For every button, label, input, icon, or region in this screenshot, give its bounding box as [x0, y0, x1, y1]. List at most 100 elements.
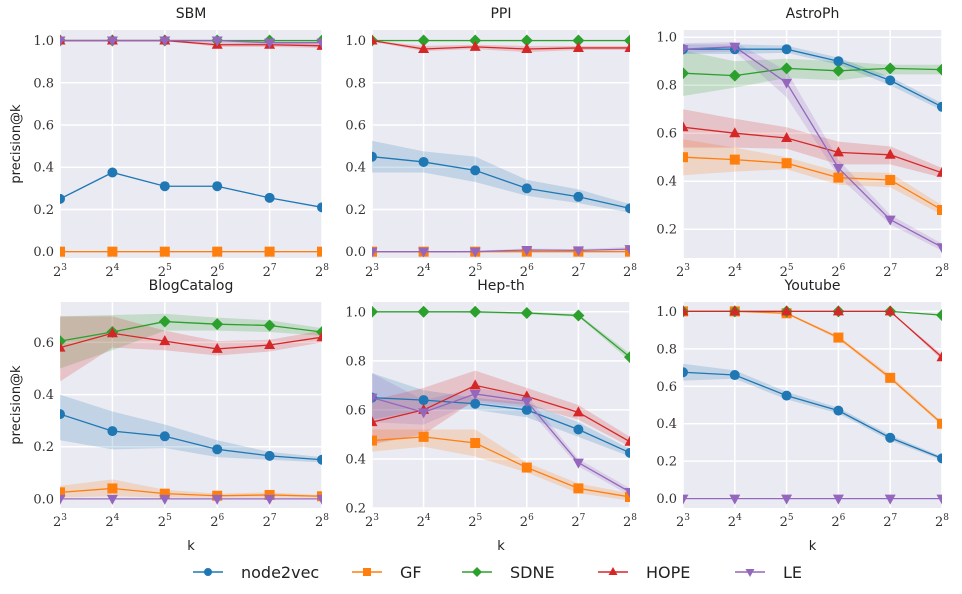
point-gf — [212, 246, 223, 257]
x-tick-label: 28 — [935, 513, 949, 530]
point-node2vec — [60, 409, 65, 420]
point-gf — [625, 246, 630, 257]
point-gf — [521, 462, 532, 473]
point-gf — [60, 487, 65, 498]
point-node2vec — [418, 395, 429, 406]
line-sdne — [372, 311, 630, 358]
legend-label: GF — [400, 563, 422, 582]
point-le — [572, 458, 584, 469]
line-hope — [372, 39, 630, 50]
point-gf — [418, 431, 429, 442]
legend-label: node2vec — [241, 563, 319, 582]
point-node2vec — [212, 444, 223, 455]
point-le — [624, 245, 630, 256]
y-tick-label: 0.2 — [656, 223, 677, 238]
y-tick-label: 0.8 — [345, 76, 366, 91]
x-axis-label: k — [497, 539, 505, 554]
subplot-ppi: PPI 0.0 0.2 0.4 0.6 0.8 1.0 23 24 25 26 27 28 — [345, 6, 637, 280]
x-tick-label: 26 — [520, 263, 534, 280]
y-tick-label: 0.0 — [33, 492, 54, 507]
point-le — [624, 488, 630, 499]
point-sdne — [469, 34, 482, 47]
line-node2vec — [683, 371, 942, 459]
plot-background — [372, 30, 630, 258]
point-le — [469, 247, 481, 258]
point-node2vec — [212, 181, 223, 192]
point-le — [264, 494, 276, 505]
point-gf — [833, 332, 844, 343]
point-le — [418, 408, 430, 419]
legend-item-node2vec: node2vec — [193, 563, 319, 582]
point-gf — [625, 491, 630, 502]
point-le — [372, 393, 378, 404]
y-tick-label: 1.0 — [345, 34, 366, 49]
x-tick-label: 25 — [468, 513, 482, 530]
y-tick-label: 0.4 — [33, 388, 54, 403]
point-sdne — [728, 69, 741, 82]
point-node2vec — [781, 390, 792, 401]
point-sdne — [572, 309, 585, 322]
point-le — [936, 494, 942, 505]
point-sdne — [372, 305, 378, 318]
x-tick-label: 24 — [728, 513, 742, 530]
point-le — [316, 38, 322, 49]
point-hope — [159, 335, 171, 346]
point-le — [159, 494, 171, 505]
point-hope — [60, 341, 66, 352]
subplot-blogcatalog: BlogCatalog 0.0 0.2 0.4 0.6 23 24 25 26 27 28 preci… — [9, 278, 329, 554]
line-gf — [683, 156, 942, 211]
legend: node2vec GF SDNE HOPE LE — [193, 563, 802, 582]
plot-background — [60, 30, 322, 258]
band-sdne — [60, 313, 322, 369]
line-hope — [60, 332, 322, 350]
x-tick-label: 25 — [468, 263, 482, 280]
point-le — [60, 36, 66, 47]
legend-label: HOPE — [646, 563, 690, 582]
point-node2vec — [625, 203, 630, 214]
line-node2vec — [683, 48, 942, 108]
line-node2vec — [60, 171, 322, 208]
point-hope — [316, 331, 322, 342]
y-tick-label: 0.6 — [345, 403, 366, 418]
point-sdne — [624, 351, 630, 364]
point-le — [469, 389, 481, 400]
point-le — [264, 38, 276, 49]
point-sdne — [780, 62, 793, 75]
band-hope — [683, 109, 942, 178]
line-sdne — [683, 67, 942, 77]
point-sdne — [572, 34, 585, 47]
subplot-title: Hep-th — [477, 278, 524, 294]
y-tick-label: 0.6 — [656, 127, 677, 142]
line-hope — [683, 126, 942, 174]
point-hope — [729, 127, 741, 138]
subplot-title: PPI — [490, 6, 511, 22]
point-hope — [469, 40, 481, 51]
point-gf — [729, 154, 740, 165]
x-tick-label: 24 — [105, 263, 119, 280]
x-tick-label: 24 — [417, 513, 431, 530]
x-tick-label: 26 — [210, 513, 224, 530]
point-sdne — [417, 305, 430, 318]
x-tick-label: 27 — [263, 513, 277, 530]
plot-area — [683, 305, 942, 505]
subplot-title: SBM — [176, 6, 207, 22]
point-gf — [937, 418, 942, 429]
point-gf — [885, 175, 896, 185]
point-gf — [107, 246, 118, 257]
x-tick-label: 26 — [210, 263, 224, 280]
point-node2vec — [159, 181, 170, 192]
line-node2vec — [372, 396, 630, 454]
y-tick-label: 0.6 — [33, 336, 54, 351]
point-gf — [372, 435, 377, 446]
point-node2vec — [885, 432, 896, 443]
y-tick-label: 0.6 — [345, 119, 366, 134]
point-hope — [729, 305, 741, 316]
point-node2vec — [625, 447, 630, 458]
point-le — [106, 494, 118, 505]
x-tick-label: 27 — [571, 263, 585, 280]
y-tick-label: 1.0 — [345, 305, 366, 320]
legend-item-sdne: SDNE — [462, 563, 555, 582]
y-tick-label: 1.0 — [33, 34, 54, 49]
y-tick-label: 1.0 — [656, 31, 677, 46]
subplot-hep-th: Hep-th 0.2 0.4 0.6 0.8 1.0 23 24 25 26 27 28 k — [345, 278, 637, 554]
